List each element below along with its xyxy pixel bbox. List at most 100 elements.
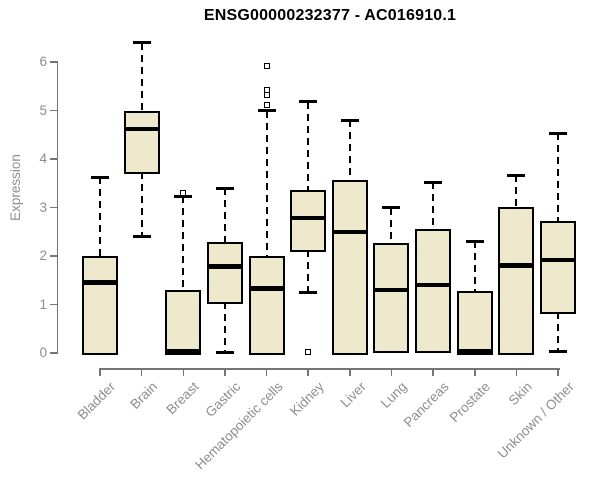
chart-title: ENSG00000232377 - AC016910.1 <box>203 7 457 24</box>
box-iqr <box>82 256 118 355</box>
y-tick <box>49 352 57 354</box>
y-tick <box>49 109 57 112</box>
y-tick <box>49 206 57 209</box>
x-tick-label: Skin <box>505 379 536 409</box>
outlier-point <box>263 91 270 98</box>
whisker-upper <box>557 133 560 221</box>
whisker-cap-upper <box>382 206 401 209</box>
x-tick <box>432 368 434 376</box>
x-tick <box>224 368 226 376</box>
median-line <box>415 282 452 288</box>
box-iqr <box>373 243 410 353</box>
box-iqr <box>165 289 202 355</box>
x-tick <box>515 368 518 376</box>
median-line <box>498 263 535 268</box>
outlier-point <box>263 101 270 108</box>
y-tick-label: 3 <box>39 199 47 215</box>
whisker-cap-lower <box>549 350 568 354</box>
whisker-cap-upper <box>340 118 359 122</box>
x-tick <box>99 368 101 376</box>
whisker-cap-lower <box>215 350 234 354</box>
x-tick-label: Brain <box>127 379 161 412</box>
x-tick <box>140 368 143 376</box>
whisker-lower <box>557 311 560 352</box>
whisker-upper <box>140 42 143 111</box>
x-tick <box>557 368 559 376</box>
median-line <box>331 229 368 234</box>
median-line <box>290 215 327 221</box>
median-line <box>206 264 243 269</box>
whisker-upper <box>182 196 185 290</box>
y-tick <box>49 158 57 160</box>
outlier-point <box>180 189 187 196</box>
whisker-cap-lower <box>299 290 318 294</box>
box-iqr <box>248 256 285 355</box>
whisker-upper <box>390 207 393 244</box>
x-tick <box>182 368 185 376</box>
x-tick-label: Kidney <box>287 379 327 419</box>
x-tick-label: Unknown / Other <box>494 379 577 462</box>
whisker-cap-upper <box>91 175 109 179</box>
whisker-lower <box>140 172 143 237</box>
box-iqr <box>123 110 160 175</box>
y-tick-label: 2 <box>39 248 47 263</box>
median-line <box>540 257 577 263</box>
box-iqr <box>498 206 535 355</box>
box-iqr <box>415 229 452 353</box>
y-tick-label: 6 <box>39 54 47 69</box>
x-tick-label: Pancreas <box>400 379 452 430</box>
median-line <box>165 349 202 354</box>
whisker-cap-upper <box>549 131 568 135</box>
whisker-cap-upper <box>257 109 276 112</box>
box-iqr <box>456 290 493 355</box>
y-tick-label: 1 <box>39 296 47 312</box>
box-iqr <box>331 180 368 355</box>
box-iqr <box>540 220 577 314</box>
whisker-lower <box>223 302 226 353</box>
y-tick <box>49 255 57 257</box>
y-tick-label: 0 <box>39 345 47 360</box>
x-tick-label: Prostate <box>447 379 494 426</box>
y-tick <box>49 61 57 63</box>
whisker-upper <box>307 101 310 190</box>
y-tick-label: 5 <box>39 102 47 118</box>
x-tick <box>349 368 351 376</box>
x-axis-line <box>98 368 560 370</box>
y-tick <box>49 303 57 306</box>
whisker-upper <box>432 182 435 230</box>
whisker-upper <box>473 241 476 291</box>
whisker-upper <box>223 188 226 243</box>
whisker-upper <box>265 110 268 256</box>
whisker-upper <box>348 120 351 181</box>
y-tick-label: 4 <box>39 151 47 166</box>
x-tick <box>307 368 309 376</box>
median-line <box>373 287 410 293</box>
x-tick-label: Bladder <box>75 379 119 423</box>
median-line <box>82 280 118 285</box>
whisker-cap-upper <box>507 173 526 177</box>
whisker-upper <box>515 175 518 207</box>
box-iqr <box>290 189 327 253</box>
whisker-cap-lower <box>132 235 151 239</box>
whisker-cap-upper <box>299 100 318 104</box>
whisker-cap-upper <box>424 180 443 184</box>
whisker-cap-upper <box>215 186 234 190</box>
x-tick-label: Gastric <box>202 379 244 420</box>
outlier-point <box>305 348 312 355</box>
whisker-lower <box>307 250 310 293</box>
median-line <box>456 349 493 354</box>
x-tick <box>265 368 268 376</box>
x-tick-label: Breast <box>163 379 202 418</box>
y-axis-line <box>56 61 58 354</box>
whisker-upper <box>99 177 101 256</box>
x-tick-label: Lung <box>378 379 411 411</box>
outlier-point <box>263 62 270 69</box>
median-line <box>248 286 285 291</box>
x-tick-label: Liver <box>337 379 369 411</box>
whisker-cap-upper <box>174 194 193 198</box>
median-line <box>123 126 160 132</box>
x-tick <box>390 368 393 376</box>
whisker-cap-upper <box>465 239 484 243</box>
